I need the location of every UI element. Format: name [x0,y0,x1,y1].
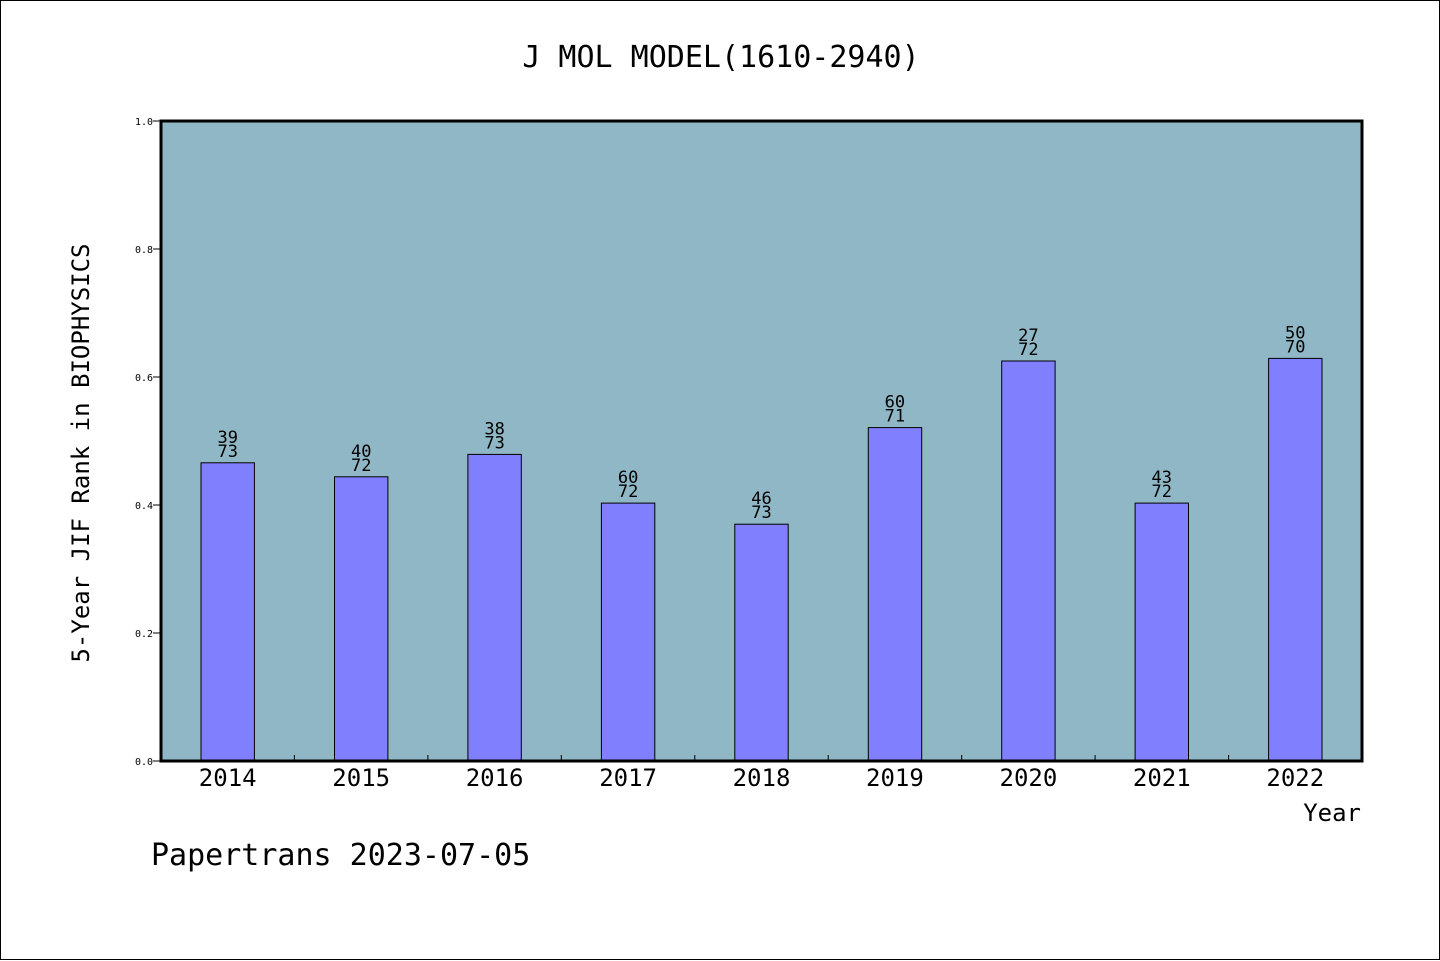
bar-total-label-2014: 73 [217,442,237,462]
bar-2016 [467,453,522,762]
bar-rank-label-2019: 60 [885,393,905,413]
bar-rank-label-2014: 39 [217,428,237,448]
x-tick-label-2018: 2018 [733,764,791,792]
y-tick-label: 0.8 [135,245,153,256]
y-axis: 0.0 0.2 0.4 0.6 0.8 1.0 [135,117,161,768]
bar-2015 [334,476,389,762]
bar-2022 [1268,357,1323,762]
bar-rank-label-2018: 46 [751,489,771,509]
x-tick-label-2020: 2020 [1000,764,1058,792]
bar-total-label-2020: 72 [1018,340,1038,360]
x-tick-label-2017: 2017 [599,764,657,792]
x-tick-label-2021: 2021 [1133,764,1191,792]
bar-total-label-2018: 73 [751,503,771,523]
y-tick-label: 0.2 [135,629,153,640]
bar-2018 [734,523,789,762]
y-tick-label: 0.0 [135,757,153,768]
bar-2014 [200,462,255,762]
bar-total-label-2022: 70 [1285,337,1305,357]
plot-border [159,119,1364,763]
bar-rank-label-2021: 43 [1152,468,1172,488]
bar-total-label-2016: 73 [484,433,504,453]
x-tick-label-2022: 2022 [1266,764,1324,792]
bar-rank-label-2020: 27 [1018,326,1038,346]
bar-total-label-2019: 71 [885,407,905,427]
bar-2021 [1134,502,1189,762]
bar-2019 [867,427,923,762]
bars-group [200,357,1323,762]
x-axis-label: Year [1303,799,1361,827]
y-axis-label: 5-Year JIF Rank in BIOPHYSICS [67,243,95,662]
x-axis: 2014 2015 2016 2017 2018 2019 2020 2021 2022 [199,755,1324,792]
bar-rank-label-2016: 38 [484,419,504,439]
x-tick-label-2015: 2015 [332,764,390,792]
bar-2020 [1001,360,1056,762]
y-tick-label: 0.4 [135,501,153,512]
bar-rank-label-2022: 50 [1285,323,1305,343]
bar-2017 [600,502,656,762]
x-tick-label-2016: 2016 [466,764,524,792]
x-tick-label-2014: 2014 [199,764,257,792]
bar-total-label-2017: 72 [618,482,638,502]
bar-total-label-2015: 72 [351,456,371,476]
y-tick-label: 1.0 [135,117,153,128]
chart-title: J MOL MODEL(1610-2940) [522,40,919,75]
bar-rank-label-2017: 60 [618,468,638,488]
footer-credit: Papertrans 2023-07-05 [151,838,530,873]
y-tick-label: 0.6 [135,373,153,384]
x-tick-label-2019: 2019 [866,764,924,792]
bar-total-label-2021: 72 [1152,482,1172,502]
bar-rank-label-2015: 40 [351,442,371,462]
